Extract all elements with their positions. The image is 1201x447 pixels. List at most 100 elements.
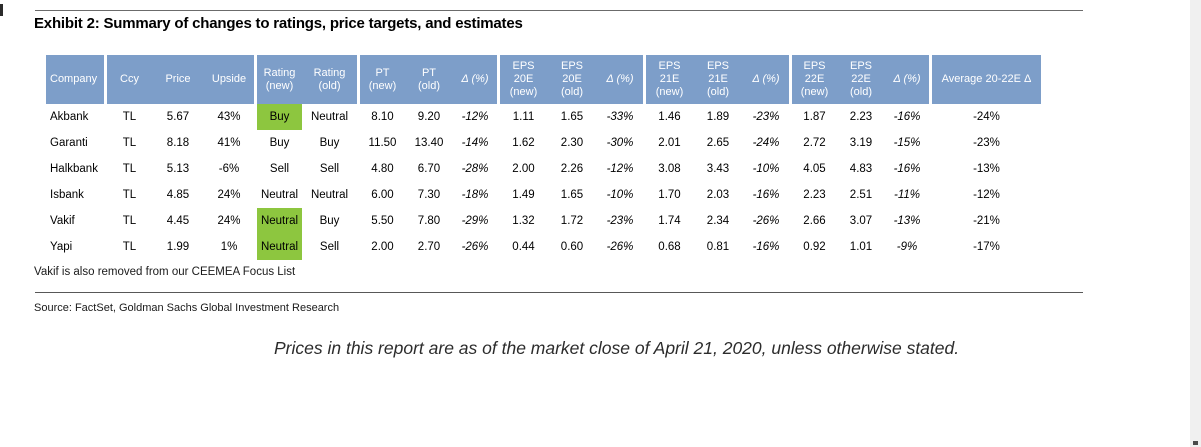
cell-company: Garanti — [50, 137, 88, 149]
cell-upside: 24% — [217, 215, 241, 227]
cell-rating-old: Neutral — [310, 189, 349, 201]
cell-average-delta: -23% — [929, 130, 1041, 156]
cell-price: 5.67 — [166, 111, 190, 123]
cell-company: Yapi — [50, 241, 73, 253]
cell-eps20-delta: -23% — [606, 215, 634, 227]
cell-eps21-old: 2.03 — [706, 189, 730, 201]
cell-rating-new: Neutral — [254, 182, 302, 208]
cell-eps20-new: 1.32 — [497, 208, 547, 234]
cell-eps21-new: 1.70 — [643, 182, 693, 208]
cell-eps21-delta: -16% — [752, 189, 780, 201]
cell-company: Vakif — [50, 215, 75, 227]
cell-ccy: TL — [104, 130, 152, 156]
exhibit-title: Exhibit 2: Summary of changes to ratings… — [34, 15, 523, 32]
cell-price: 4.45 — [166, 215, 190, 227]
cell-eps22-new: 2.23 — [789, 182, 837, 208]
cell-eps22-delta: -13% — [893, 215, 921, 227]
cell-pt-new: 8.10 — [357, 104, 405, 130]
column-header-price: Price — [152, 55, 204, 104]
cell-upside: 43% — [217, 111, 241, 123]
column-header-eps20-old: EPS 20E (old) — [547, 55, 597, 104]
cell-eps22-old: 1.01 — [849, 241, 873, 253]
cell-pt-delta: -14% — [461, 137, 489, 149]
cell-price: 4.85 — [166, 189, 190, 201]
cell-eps21-delta: -10% — [752, 163, 780, 175]
cell-ccy: TL — [104, 208, 152, 234]
cell-pt-old: 7.30 — [417, 189, 441, 201]
cell-eps20-new: 0.44 — [497, 234, 547, 260]
cell-upside: 41% — [217, 137, 241, 149]
cell-company: Halkbank — [50, 163, 98, 175]
cell-eps22-old: 2.51 — [849, 189, 873, 201]
cell-eps20-old: 1.65 — [560, 189, 584, 201]
cell-pt-new: 4.80 — [357, 156, 405, 182]
cell-eps21-delta: -16% — [752, 241, 780, 253]
column-header-average-delta: Average 20-22E Δ — [929, 55, 1041, 104]
vertical-scrollbar[interactable] — [1190, 0, 1201, 447]
cell-eps20-delta: -30% — [606, 137, 634, 149]
cell-price: 8.18 — [166, 137, 190, 149]
cell-rating-old: Buy — [319, 215, 340, 227]
cell-average-delta: -12% — [929, 182, 1041, 208]
cell-pt-new: 2.00 — [357, 234, 405, 260]
cell-eps21-delta: -24% — [752, 137, 780, 149]
cell-rating-new-highlighted: Neutral — [254, 208, 302, 234]
column-header-ccy: Ccy — [104, 55, 152, 104]
cell-eps22-old: 3.19 — [849, 137, 873, 149]
cell-eps22-new: 2.72 — [789, 130, 837, 156]
exhibit-note: Vakif is also removed from our CEEMEA Fo… — [34, 266, 296, 278]
cell-average-delta: -17% — [929, 234, 1041, 260]
cell-pt-delta: -26% — [461, 241, 489, 253]
cell-rating-old: Sell — [319, 163, 340, 175]
column-header-eps20-delta: Δ (%) — [597, 55, 643, 104]
cell-pt-new: 11.50 — [357, 130, 405, 156]
column-header-pt-new: PT (new) — [357, 55, 405, 104]
table-row: Halkbank TL 5.13 -6% Sell Sell 4.80 6.70… — [46, 156, 1041, 182]
cell-eps20-delta: -10% — [606, 189, 634, 201]
cell-rating-old: Buy — [319, 137, 340, 149]
table-row: Yapi TL 1.99 1% Neutral Sell 2.00 2.70 -… — [46, 234, 1041, 260]
source-line: Source: FactSet, Goldman Sachs Global In… — [34, 302, 340, 314]
cell-eps20-old: 2.30 — [560, 137, 584, 149]
column-header-eps21-old: EPS 21E (old) — [693, 55, 743, 104]
cell-eps22-new: 1.87 — [789, 104, 837, 130]
column-header-rating-new: Rating (new) — [254, 55, 302, 104]
scrollbar-corner-mark — [1193, 441, 1198, 445]
column-header-eps22-new: EPS 22E (new) — [789, 55, 837, 104]
cell-price: 1.99 — [166, 241, 190, 253]
cell-price: 5.13 — [166, 163, 190, 175]
cell-eps22-old: 2.23 — [849, 111, 873, 123]
column-header-rating-old: Rating (old) — [302, 55, 357, 104]
cell-eps21-old: 2.34 — [706, 215, 730, 227]
cell-eps22-new: 4.05 — [789, 156, 837, 182]
cell-rating-new-highlighted: Neutral — [254, 234, 302, 260]
cell-upside: 24% — [217, 189, 241, 201]
table-row: Akbank TL 5.67 43% Buy Neutral 8.10 9.20… — [46, 104, 1041, 130]
cell-eps20-old: 2.26 — [560, 163, 584, 175]
cell-eps21-new: 1.46 — [643, 104, 693, 130]
cell-eps21-old: 0.81 — [706, 241, 730, 253]
cell-eps20-old: 1.72 — [560, 215, 584, 227]
cell-eps21-new: 2.01 — [643, 130, 693, 156]
cell-eps21-new: 1.74 — [643, 208, 693, 234]
cell-pt-old: 2.70 — [417, 241, 441, 253]
cell-pt-delta: -29% — [461, 215, 489, 227]
cell-eps20-delta: -12% — [606, 163, 634, 175]
cell-eps21-delta: -26% — [752, 215, 780, 227]
column-header-eps21-new: EPS 21E (new) — [643, 55, 693, 104]
cell-rating-new-highlighted: Buy — [254, 104, 302, 130]
cell-eps20-delta: -33% — [606, 111, 634, 123]
cell-eps22-delta: -16% — [893, 163, 921, 175]
cell-upside: -6% — [218, 163, 240, 175]
page-edge-mark — [0, 4, 3, 16]
cell-eps20-new: 1.62 — [497, 130, 547, 156]
cell-eps21-new: 0.68 — [643, 234, 693, 260]
cell-eps21-old: 3.43 — [706, 163, 730, 175]
cell-ccy: TL — [104, 156, 152, 182]
column-header-eps21-delta: Δ (%) — [743, 55, 789, 104]
cell-eps22-delta: -16% — [893, 111, 921, 123]
cell-pt-delta: -18% — [461, 189, 489, 201]
cell-pt-delta: -12% — [461, 111, 489, 123]
table-header-row: Company Ccy Price Upside Rating (new) Ra… — [46, 55, 1041, 104]
prices-as-of-caption: Prices in this report are as of the mark… — [274, 338, 960, 358]
